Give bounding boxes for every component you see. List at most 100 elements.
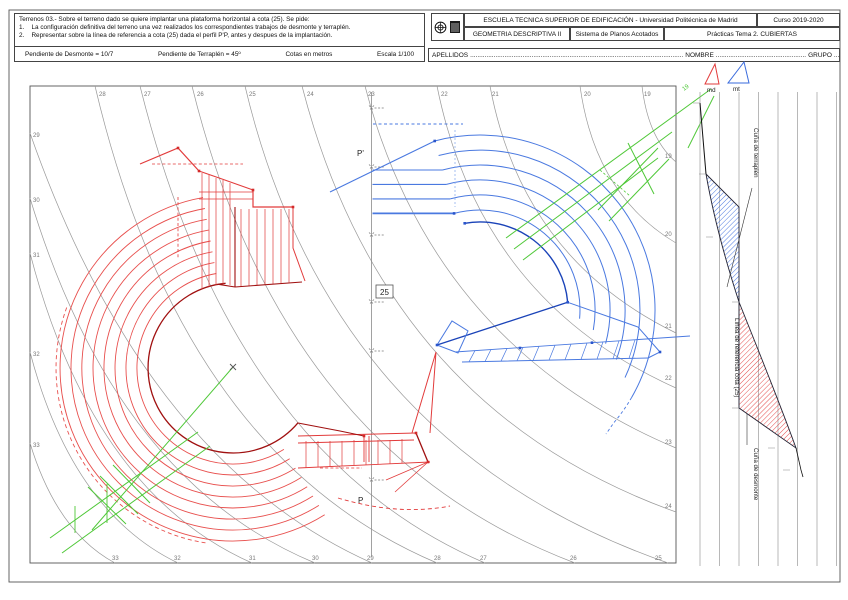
contour-label: 25 — [655, 556, 662, 562]
contour-label: 27 — [144, 92, 151, 98]
terraplen-label-leader — [726, 187, 753, 288]
parameters-row: Pendiente de Desmonte = 10/7 Pendiente d… — [15, 46, 424, 61]
terraplen-vertex-markers — [433, 139, 662, 354]
contour-label: 29 — [367, 556, 374, 562]
terraplen-bottom-talud — [436, 301, 691, 435]
upm-crest-icon — [434, 21, 447, 33]
contour-label: 30 — [33, 198, 40, 204]
param-terraplen: Pendiente de Terraplén = 45º — [158, 50, 241, 58]
contour-label: 31 — [249, 556, 256, 562]
desmonte-cut-works — [55, 146, 451, 544]
practice-title: Prácticas Tema 2. CUBIERTAS — [664, 27, 840, 41]
contour-label: 29 — [33, 133, 40, 139]
desmonte-notch — [218, 207, 303, 288]
course-year: Curso 2019-2020 — [757, 13, 840, 27]
contour-label: 33 — [112, 556, 119, 562]
mt-terraplen-slope-icon — [726, 60, 750, 84]
desmonte-talud-contours — [59, 197, 325, 542]
contour-label: 32 — [174, 556, 181, 562]
problem-statement: Terrenos 03.- Sobre el terreno dado se q… — [15, 14, 424, 46]
terraplen-wedge — [705, 172, 740, 303]
param-cotas: Cotas en metros — [285, 50, 333, 58]
cota-25-label: 25 — [380, 288, 389, 297]
slope-legend: md mt — [704, 60, 750, 94]
md-label: md — [707, 87, 716, 94]
profile-grid-lines — [699, 92, 837, 566]
contour-label: 27 — [480, 556, 487, 562]
linea-referencia-label: Línea de referencia cota (25) — [733, 318, 740, 397]
terraplen-connectors — [329, 123, 463, 215]
nombre-label: NOMBRE — [685, 51, 714, 59]
desmonte-wedge — [738, 301, 797, 450]
contour-label: 26 — [570, 556, 577, 562]
contour-label: 23 — [665, 440, 672, 446]
drawing-border — [29, 85, 677, 564]
grupo-field: .......... — [833, 51, 840, 59]
construction-lines — [49, 88, 715, 554]
param-desmonte: Pendiente de Desmonte = 10/7 — [25, 50, 114, 58]
contour-label: 26 — [197, 92, 204, 98]
contour-labels: 28 27 26 25 24 23 22 21 20 19 29 30 31 3… — [33, 83, 691, 562]
cuna-desmonte-label: Cuña de desmonte — [752, 448, 759, 501]
contour-label: 20 — [584, 92, 591, 98]
profile-ticks — [693, 102, 790, 471]
platform-edge-terraplen — [464, 221, 569, 303]
green-contour-label: 19 — [682, 83, 691, 92]
system-title: Sistema de Planos Acotados — [570, 27, 664, 41]
contour-label: 32 — [33, 352, 40, 358]
problem-line-1: Terrenos 03.- Sobre el terreno dado se q… — [19, 16, 310, 23]
contour-label: 21 — [492, 92, 499, 98]
contour-label: 24 — [665, 504, 672, 510]
problem-line-3: 2. Representar sobre la línea de referen… — [19, 32, 333, 40]
terrain-contour-lines — [29, 85, 677, 564]
terraplen-fill-works — [329, 123, 691, 435]
cota-25-box — [375, 284, 394, 299]
contour-label: 31 — [33, 253, 40, 259]
platform-edge-desmonte — [147, 282, 299, 454]
grupo-label: GRUPO — [808, 51, 832, 59]
logo-box — [431, 13, 464, 41]
contour-label: 28 — [434, 556, 441, 562]
school-title: ESCUELA TECNICA SUPERIOR DE EDIFICACIÓN … — [464, 13, 757, 27]
etse-building-icon — [450, 21, 460, 33]
contour-label: 22 — [665, 376, 672, 382]
profile-panel: Cuña de terraplén Línea de referencia co… — [693, 92, 837, 566]
construction-lines-northeast — [505, 88, 712, 261]
param-escala: Escala 1/100 — [377, 50, 414, 58]
contour-label: 28 — [99, 92, 106, 98]
point-p-label: P — [358, 496, 363, 505]
reference-line-pp: P' P 25 — [357, 92, 394, 557]
apellidos-label: APELLIDOS — [432, 51, 469, 59]
desmonte-vertex-markers — [176, 146, 430, 464]
desmonte-dashed-limit — [55, 307, 209, 544]
nombre-field: ........................................… — [715, 51, 807, 59]
md-desmonte-slope-icon — [704, 62, 720, 85]
cuna-terraplen-label: Cuña de terraplén — [752, 128, 759, 178]
platform-center-marker — [229, 363, 237, 371]
contour-label: 24 — [307, 92, 314, 98]
terrain-profile-line — [699, 102, 707, 175]
contour-label: 33 — [33, 443, 40, 449]
page-border — [8, 9, 841, 583]
desmonte-southeast-talud — [297, 351, 451, 511]
desmonte-top-talud — [139, 147, 306, 289]
problem-statement-box: Terrenos 03.- Sobre el terreno dado se q… — [14, 13, 425, 62]
construction-line-profile — [687, 95, 715, 149]
subject-title: GEOMETRIA DESCRIPTIVA II — [464, 27, 570, 41]
student-name-row: APELLIDOS ..............................… — [428, 48, 840, 62]
problem-line-2: 1. La configuración definitiva del terre… — [19, 24, 351, 32]
terrain-profile-tail — [795, 447, 804, 478]
apellidos-field: ........................................… — [470, 51, 684, 59]
contour-label: 22 — [441, 92, 448, 98]
mt-label: mt — [733, 86, 740, 93]
contour-label: 19 — [644, 92, 651, 98]
contour-label: 20 — [665, 232, 672, 238]
contour-label: 21 — [665, 324, 672, 330]
contour-label: 25 — [249, 92, 256, 98]
desmonte-hatch-lines — [201, 173, 290, 289]
contour-label: 30 — [312, 556, 319, 562]
point-p-prime-label: P' — [357, 149, 364, 158]
construction-lines-southwest — [49, 366, 234, 554]
